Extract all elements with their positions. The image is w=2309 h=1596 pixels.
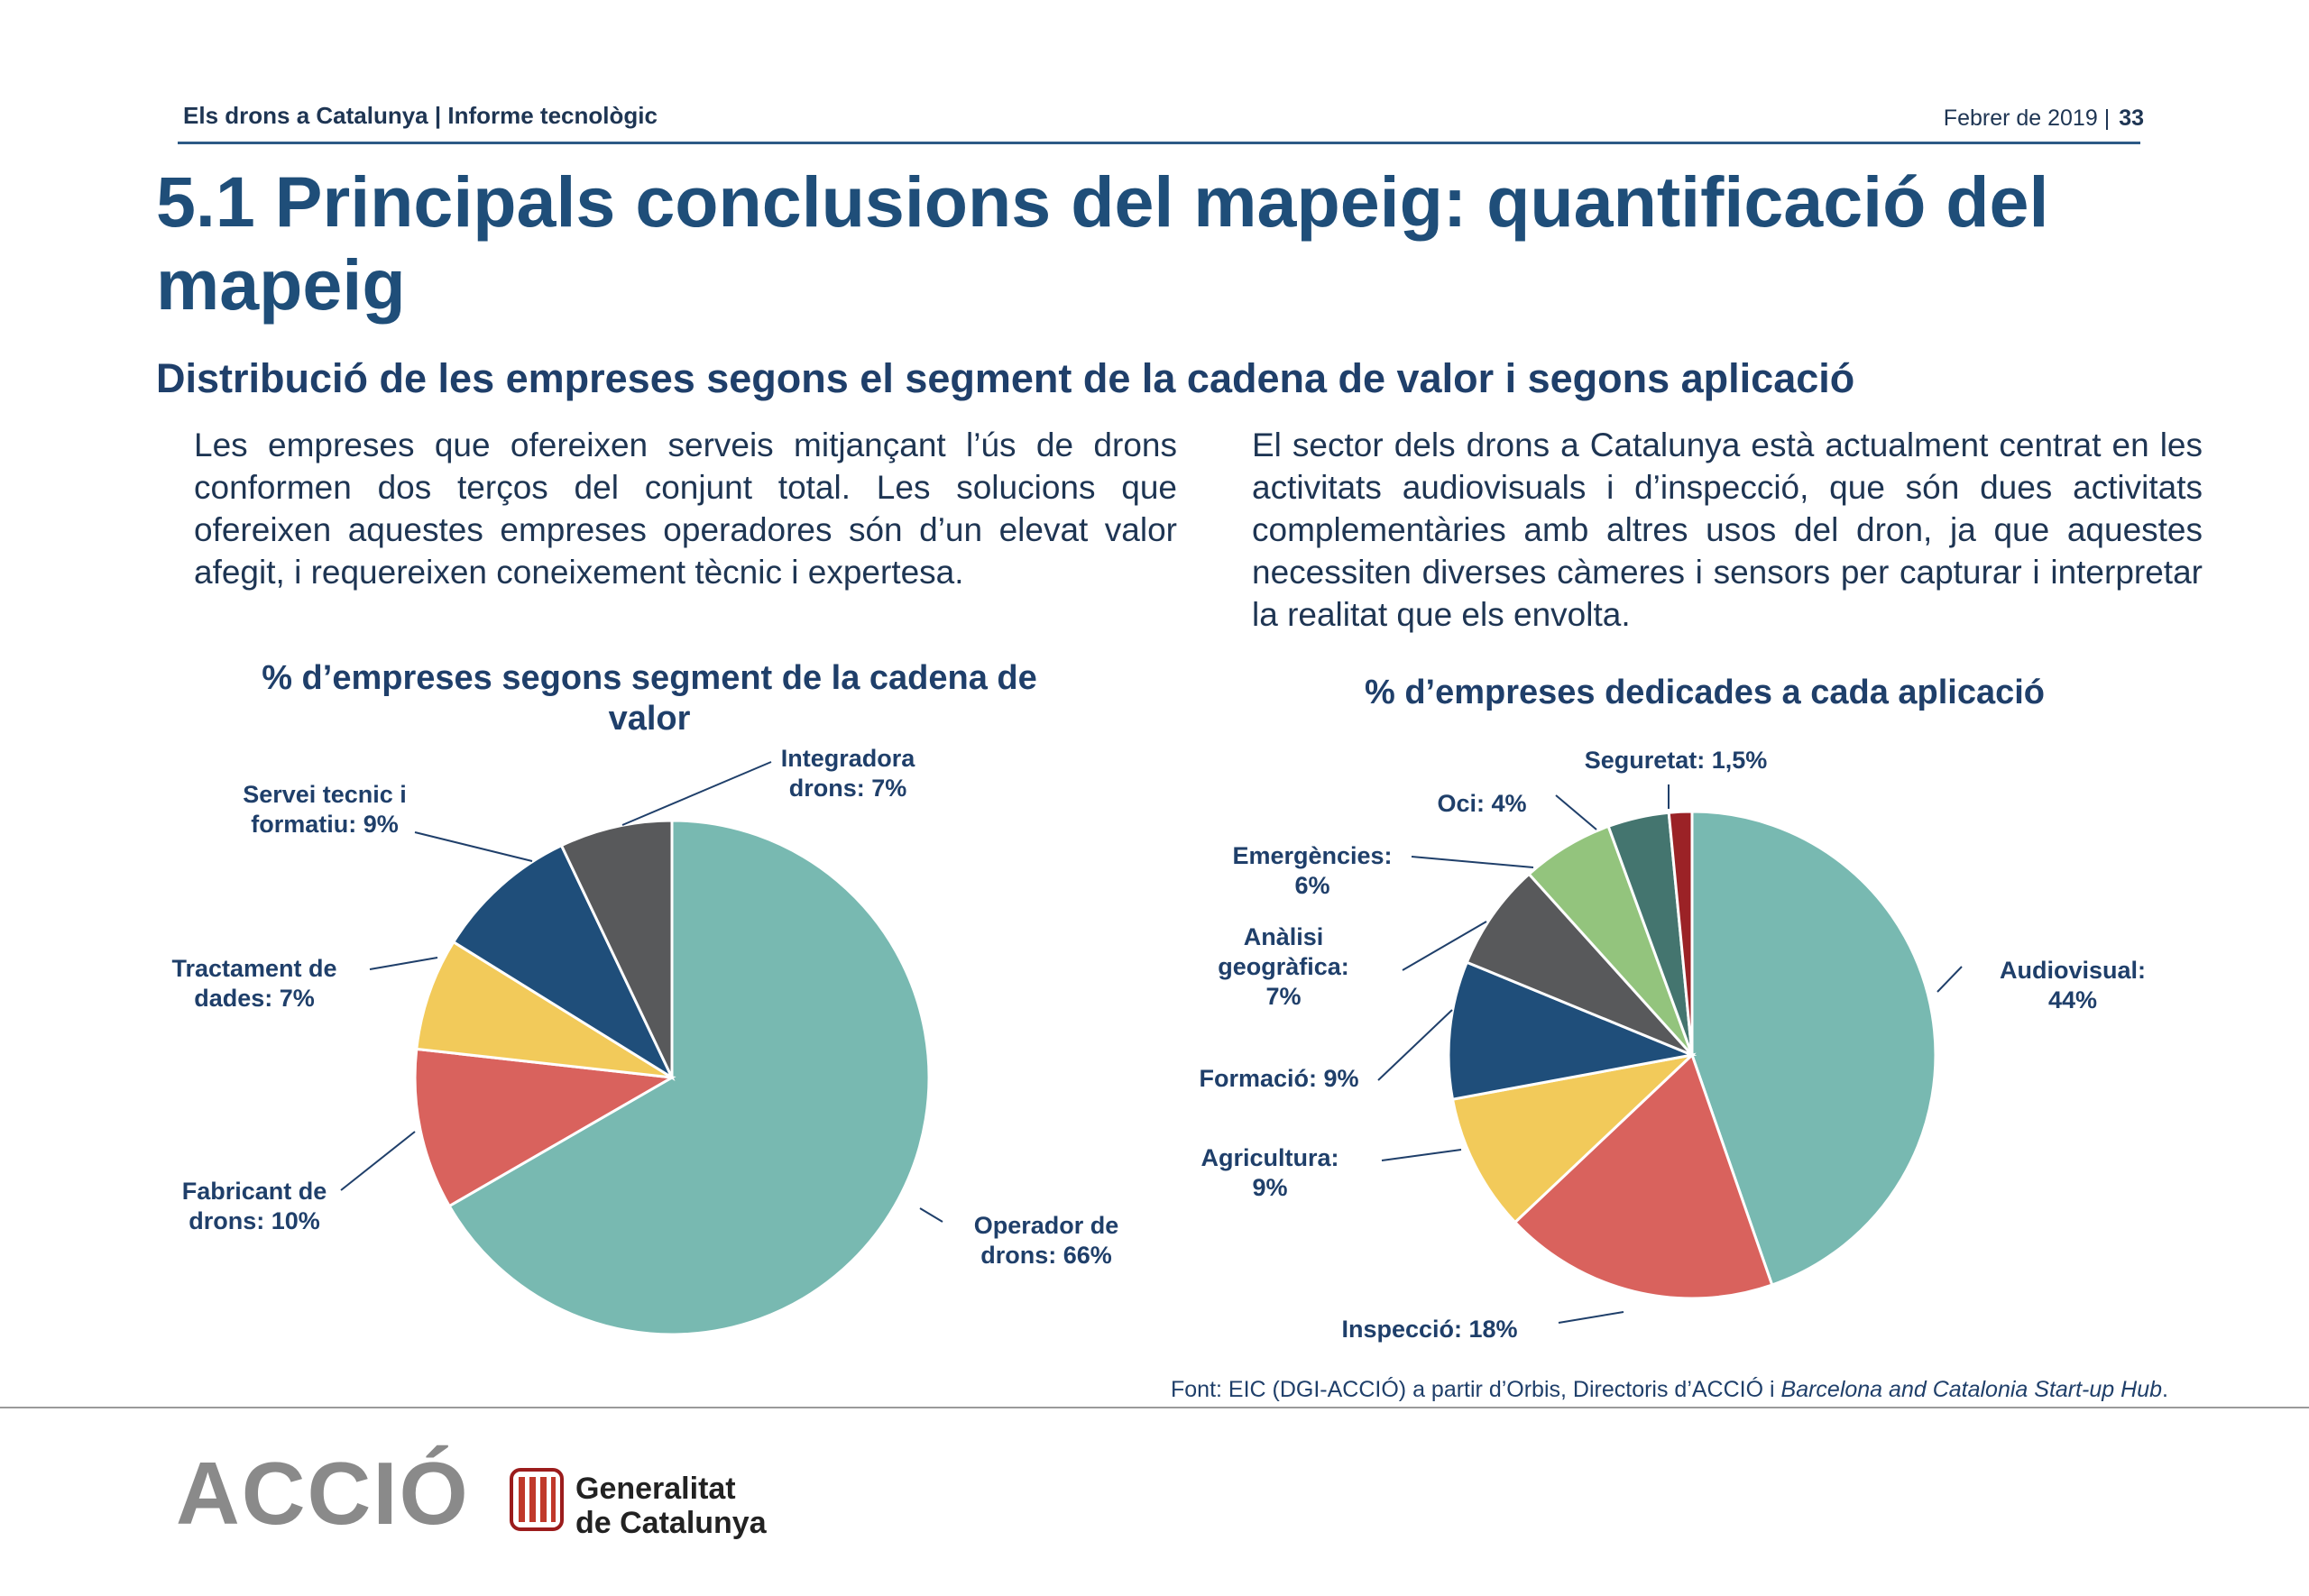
pie2-label-8-line-1: Seguretat: 1,5% <box>1585 747 1768 774</box>
pie1-leader-5 <box>621 761 772 826</box>
pie2-leader-5 <box>1402 921 1487 971</box>
gen-line2: de Catalunya <box>575 1506 767 1540</box>
pie2-label-3-line-1: Agricultura: <box>1200 1144 1338 1171</box>
pie1-label-1-line-2: drons: 66% <box>980 1242 1112 1269</box>
pie2-label-6-line-2: 6% <box>1294 872 1329 899</box>
pie2-label-5-line-2: geogràfica: <box>1218 953 1349 980</box>
pie1-label-4-line-2: formatiu: 9% <box>251 811 399 838</box>
pie1-label-1: Operador de drons: 66% <box>974 1212 1119 1269</box>
paragraph-right: El sector dels drons a Catalunya està ac… <box>1252 427 2203 633</box>
generalitat-emblem-icon <box>510 1468 564 1531</box>
section-subtitle: Distribució de les empreses segons el se… <box>156 355 1855 401</box>
pie1-label-3-line-2: dades: 7% <box>194 985 315 1012</box>
pie2-slice-3 <box>1450 1052 1697 1225</box>
pie2-slice-4 <box>1447 960 1697 1101</box>
pie1-label-2-line-2: drons: 10% <box>189 1207 320 1234</box>
pie2-label-3: Agricultura: 9% <box>1200 1144 1338 1201</box>
pie2-label-5-line-3: 7% <box>1265 983 1301 1010</box>
pie2-label-1: Audiovisual: 44% <box>2000 957 2146 1014</box>
pie2-slice-1 <box>1690 810 1937 1287</box>
pie2-leader-2 <box>1558 1311 1624 1324</box>
pie2-slice-5 <box>1465 872 1694 1057</box>
pie2-label-2-line-1: Inspecció: 18% <box>1341 1316 1517 1343</box>
pie2-leader-6 <box>1411 856 1534 868</box>
generalitat-logo-text: Generalitat de Catalunya <box>575 1472 767 1540</box>
pie1-leader-2 <box>340 1131 416 1191</box>
pie2-label-1-line-2: 44% <box>2048 986 2097 1014</box>
header-report-title: Els drons a Catalunya | Informe tecnològ… <box>183 102 658 129</box>
page-title: 5.1 Principals conclusions del mapeig: q… <box>156 161 2049 325</box>
paragraph-left: Les empreses que ofereixen serveis mitja… <box>194 427 1177 591</box>
pie1-label-5-line-1: Integradora <box>781 745 916 772</box>
pie1-slice-1 <box>447 819 931 1336</box>
chart-title-applications: % d’empreses dedicades a cada aplicació <box>1364 674 2046 711</box>
pie1-leader-3 <box>369 957 438 970</box>
header-divider <box>178 142 2140 144</box>
pie2-label-6: Emergències: 6% <box>1232 842 1392 899</box>
source-end: . <box>2162 1377 2168 1402</box>
pie2-label-4: Formació: 9% <box>1199 1065 1358 1092</box>
pie2-leader-3 <box>1381 1149 1462 1161</box>
accio-logo: ACCIÓ <box>176 1444 470 1543</box>
pie1-label-3-line-1: Tractament de <box>171 955 336 982</box>
pie2-label-2: Inspecció: 18% <box>1341 1316 1517 1343</box>
pie2-slice-8 <box>1667 810 1694 1056</box>
pie2-label-3-line-2: 9% <box>1252 1174 1287 1201</box>
pie1-label-1-line-1: Operador de <box>974 1212 1119 1239</box>
pie2-leader-7 <box>1555 794 1597 830</box>
gen-line1: Generalitat <box>575 1472 736 1506</box>
pie1-leader-4 <box>414 831 533 862</box>
pie1-label-4-line-1: Servei tecnic i <box>243 781 407 808</box>
pie1-slice-2 <box>413 1047 676 1208</box>
pie1-label-2-line-1: Fabricant de <box>182 1178 327 1205</box>
pie1-label-4: Servei tecnic i formatiu: 9% <box>243 781 407 838</box>
pie1-leader-1 <box>919 1207 943 1223</box>
pie1-slice-4 <box>451 843 676 1081</box>
source-note: Font: EIC (DGI-ACCIÓ) a partir d’Orbis, … <box>1171 1377 2168 1403</box>
pie2-label-1-line-1: Audiovisual: <box>2000 957 2146 984</box>
pie2-label-5-line-1: Anàlisi <box>1244 923 1324 950</box>
chart-title-value-chain: % d’empreses segons segment de la cadena… <box>262 659 1037 738</box>
pie2-leader-4 <box>1377 1009 1453 1081</box>
pie2-label-4-line-1: Formació: 9% <box>1199 1065 1358 1092</box>
footer-divider <box>0 1407 2309 1408</box>
pie1-label-3: Tractament de dades: 7% <box>171 955 336 1012</box>
page-number: 33 <box>2119 105 2144 131</box>
pie1-label-5-line-2: drons: 7% <box>789 775 907 802</box>
pie1-label-2: Fabricant de drons: 10% <box>182 1178 327 1234</box>
source-italic: Barcelona and Catalonia Start-up Hub <box>1780 1377 2163 1402</box>
pie2-slice-2 <box>1513 1052 1774 1300</box>
pie1-slice-5 <box>559 819 674 1078</box>
pie2-leader-1 <box>1936 966 1963 993</box>
pie2-label-8: Seguretat: 1,5% <box>1585 747 1768 774</box>
pie2-label-7-line-1: Oci: 4% <box>1437 790 1526 817</box>
pie2-label-6-line-1: Emergències: <box>1232 842 1392 869</box>
source-text: Font: EIC (DGI-ACCIÓ) a partir d’Orbis, … <box>1171 1377 1781 1402</box>
pie2-label-5: Anàlisi geogràfica: 7% <box>1218 923 1349 1010</box>
header-date: Febrer de 2019 | <box>1943 105 2111 131</box>
header-date-page: Febrer de 2019 | 33 <box>1944 105 2144 132</box>
pie1-label-5: Integradora drons: 7% <box>781 745 916 802</box>
pie1-slice-3 <box>415 940 673 1079</box>
pie2-label-7: Oci: 4% <box>1437 790 1526 817</box>
pie-charts: Operador de drons: 66%Fabricant de drons: … <box>171 745 2146 1343</box>
